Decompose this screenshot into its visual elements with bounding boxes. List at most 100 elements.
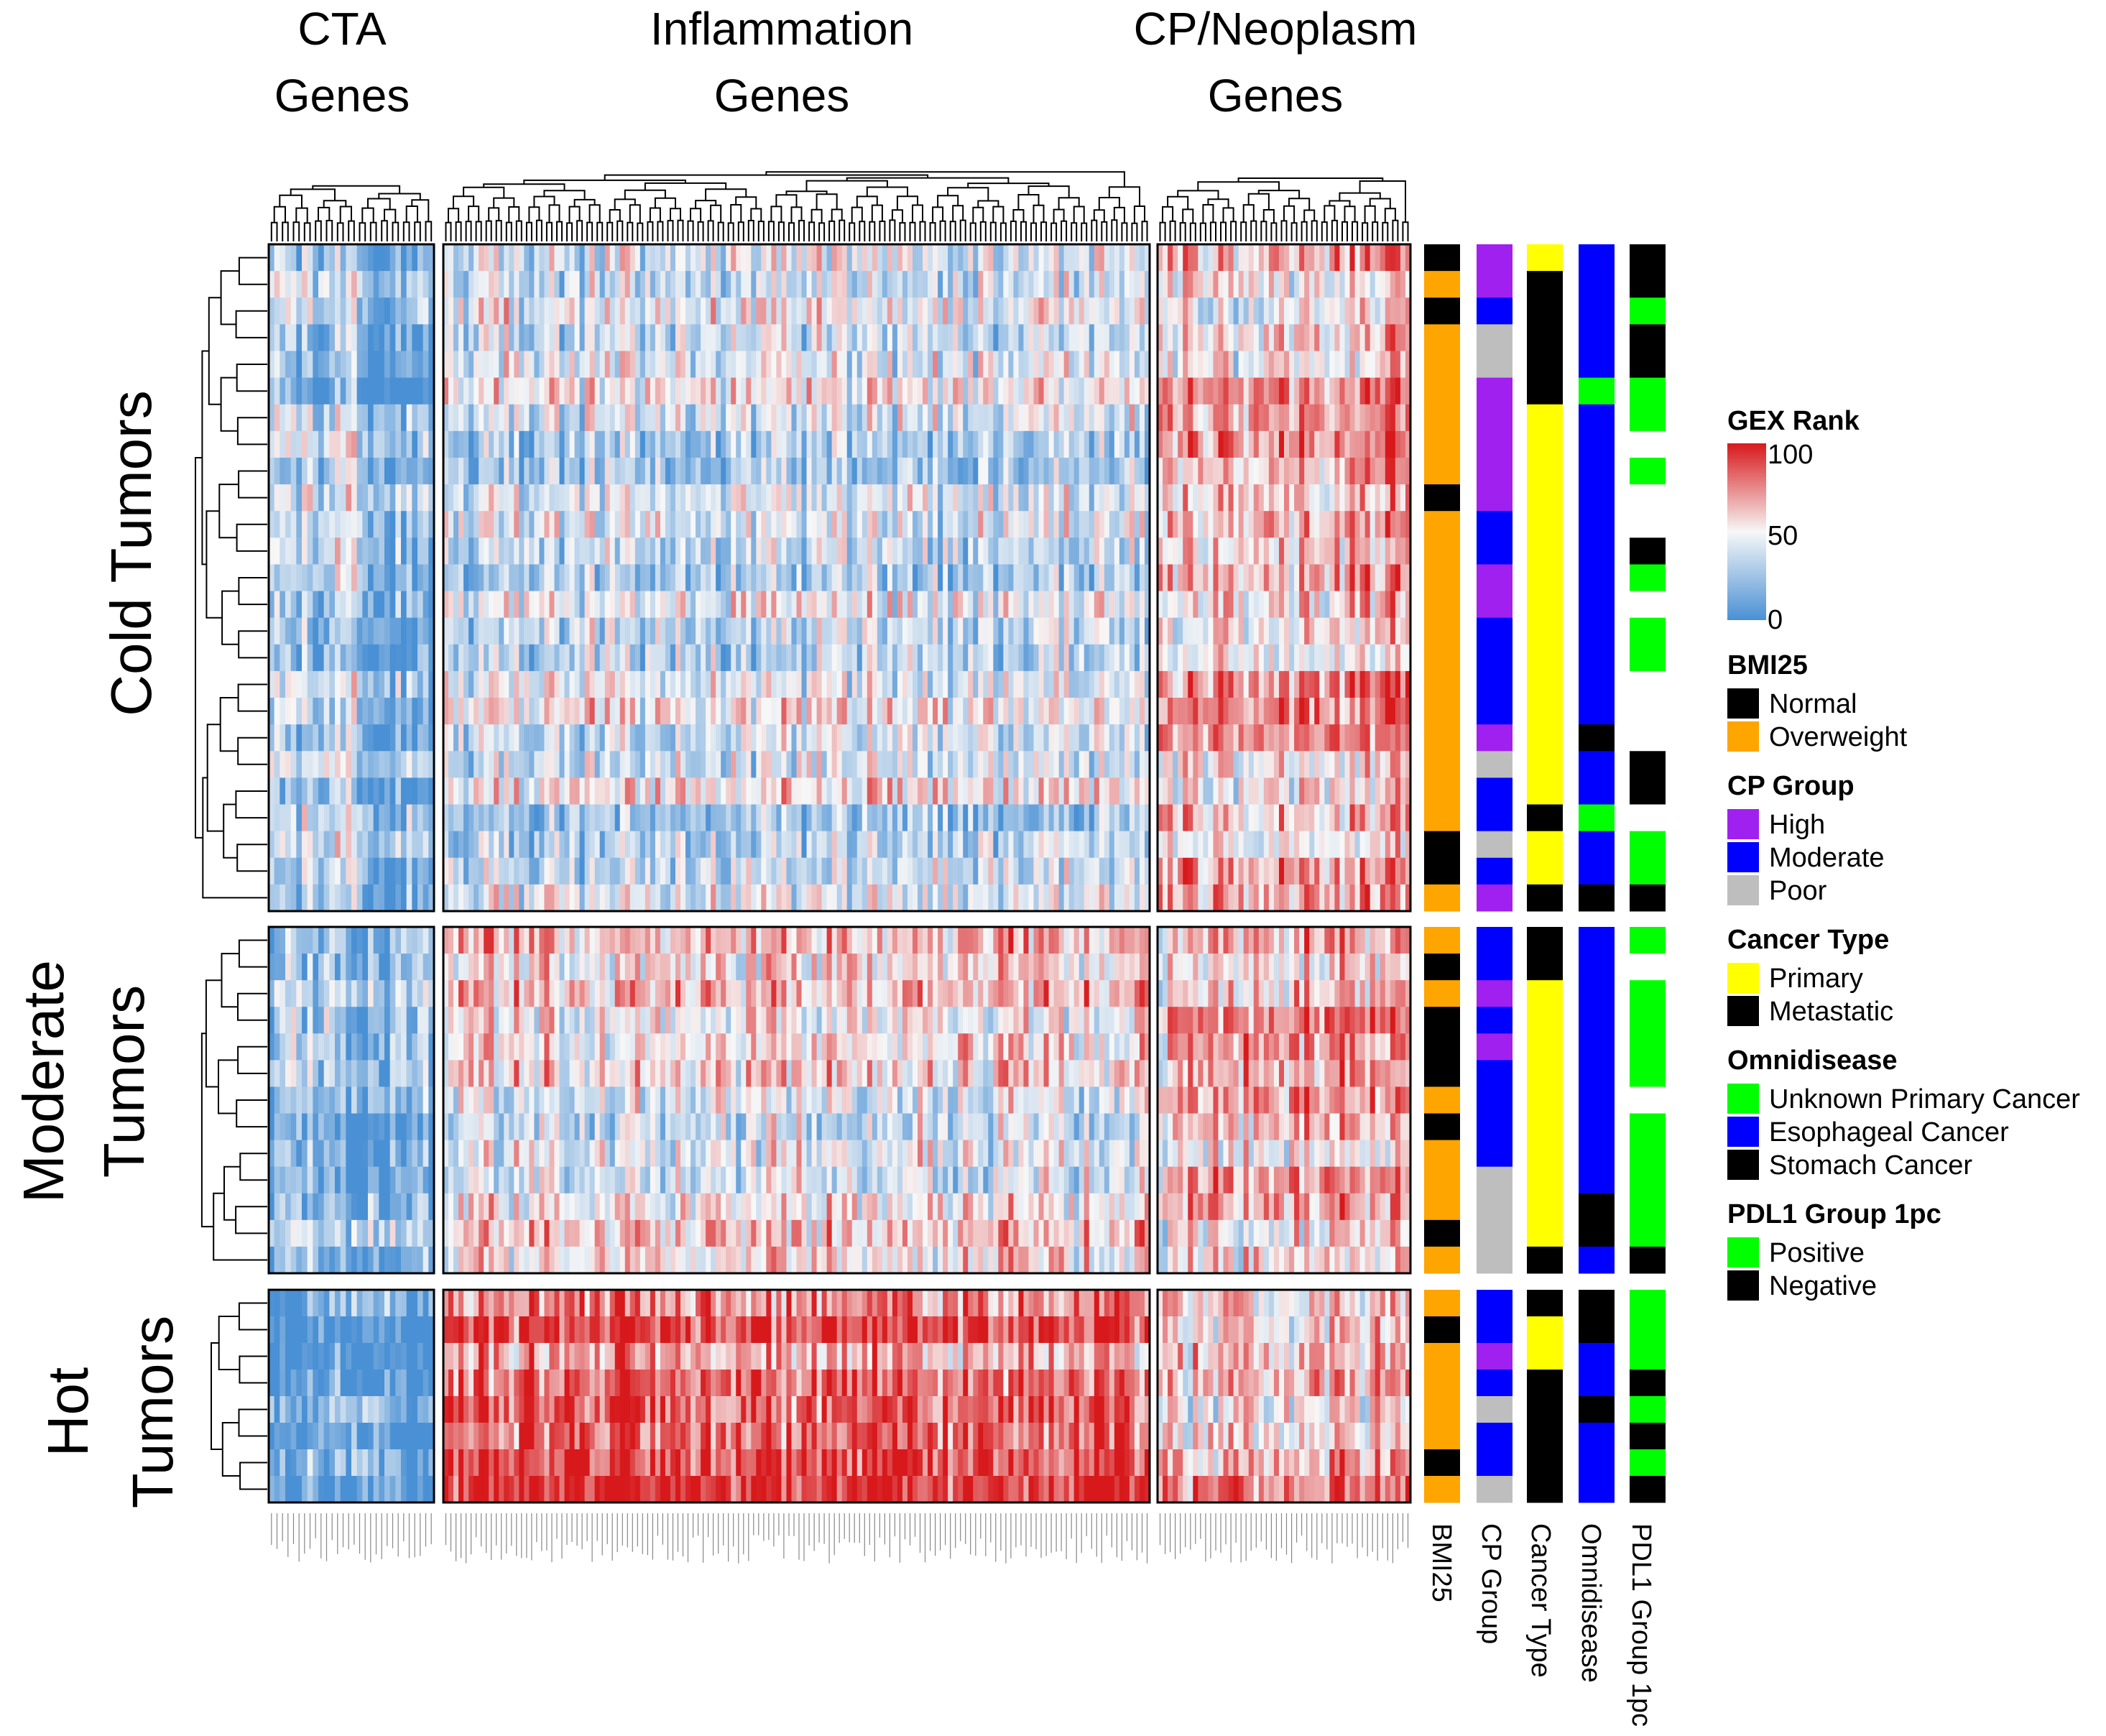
heatmap-cell xyxy=(599,617,606,645)
heatmap-cell xyxy=(1258,591,1265,619)
heatmap-cell xyxy=(1053,591,1060,619)
heatmap-cell xyxy=(443,724,449,752)
heatmap-cell xyxy=(1268,591,1275,619)
heatmap-cell xyxy=(796,724,803,752)
heatmap-cell xyxy=(1188,271,1193,298)
heatmap-cell xyxy=(489,777,494,805)
heatmap-cell xyxy=(1248,297,1255,325)
heatmap-cell xyxy=(1334,430,1341,458)
heatmap-cell xyxy=(1278,457,1285,485)
heatmap-cell xyxy=(877,670,883,698)
heatmap-cell xyxy=(872,457,878,485)
heatmap-cell xyxy=(458,804,464,832)
heatmap-cell xyxy=(851,644,858,672)
heatmap-cell xyxy=(274,777,280,805)
heatmap-cell xyxy=(484,804,489,832)
heatmap-cell xyxy=(412,617,418,645)
heatmap-cell xyxy=(831,884,838,912)
heatmap-cell xyxy=(902,511,908,538)
heatmap-cell xyxy=(851,724,858,752)
heatmap-cell xyxy=(938,724,943,752)
heatmap-cell xyxy=(509,430,514,458)
heatmap-cell xyxy=(1203,351,1209,379)
heatmap-cell xyxy=(696,831,701,859)
heatmap-cell xyxy=(463,511,469,538)
heatmap-cell xyxy=(1253,457,1260,485)
heatmap-cell xyxy=(534,857,540,885)
heatmap-cell xyxy=(1354,351,1361,379)
heatmap-cell xyxy=(534,511,540,538)
heatmap-cell xyxy=(781,857,788,885)
heatmap-cell xyxy=(721,644,726,672)
moderate-tumors-title-line2: Tumors xyxy=(92,985,156,1178)
heatmap-cell xyxy=(731,297,736,325)
heatmap-cell xyxy=(1023,351,1030,379)
heatmap-cell xyxy=(801,297,808,325)
heatmap-cell xyxy=(867,644,873,672)
heatmap-cell xyxy=(494,724,499,752)
heatmap-cell xyxy=(907,271,913,298)
heatmap-cell xyxy=(862,857,868,885)
heatmap-cell xyxy=(1263,377,1270,405)
heatmap-cell xyxy=(484,751,489,778)
heatmap-cell xyxy=(509,511,514,538)
heatmap-cell xyxy=(1248,324,1255,352)
heatmap-cell xyxy=(665,377,671,405)
heatmap-cell xyxy=(389,724,396,752)
heatmap-cell xyxy=(1084,724,1090,752)
heatmap-cell xyxy=(1099,804,1105,832)
heatmap-cell xyxy=(1248,591,1255,619)
heatmap-cell xyxy=(302,698,308,725)
heatmap-cell xyxy=(665,724,671,752)
heatmap-cell xyxy=(1109,591,1115,619)
heatmap-cell xyxy=(1208,564,1214,592)
heatmap-cell xyxy=(998,670,1004,698)
heatmap-cell xyxy=(928,804,933,832)
heatmap-cell xyxy=(1124,617,1130,645)
heatmap-cell xyxy=(1079,511,1085,538)
heatmap-cell xyxy=(721,884,726,912)
heatmap-cell xyxy=(973,724,979,752)
heatmap-cell xyxy=(1193,351,1199,379)
heatmap-cell xyxy=(1273,244,1280,272)
heatmap-cell xyxy=(1008,430,1015,458)
heatmap-cell xyxy=(406,670,412,698)
heatmap-cell xyxy=(746,244,752,272)
heatmap-cell xyxy=(856,617,863,645)
heatmap-cell xyxy=(574,804,581,832)
heatmap-cell xyxy=(821,777,828,805)
heatmap-cell xyxy=(701,297,706,325)
heatmap-cell xyxy=(356,777,363,805)
heatmap-cell xyxy=(1104,511,1110,538)
heatmap-cell xyxy=(406,484,412,512)
heatmap-cell xyxy=(395,271,402,298)
heatmap-cell xyxy=(634,724,641,752)
heatmap-cell xyxy=(428,564,435,592)
heatmap-cell xyxy=(696,457,701,485)
heatmap-cell xyxy=(564,884,571,912)
heatmap-cell xyxy=(923,537,928,565)
heatmap-cell xyxy=(412,457,418,485)
heatmap-cell xyxy=(761,564,767,592)
heatmap-cell xyxy=(489,324,494,352)
heatmap-cell xyxy=(781,777,788,805)
heatmap-cell xyxy=(786,484,793,512)
heatmap-cell xyxy=(1364,591,1371,619)
heatmap-cell xyxy=(841,457,848,485)
heatmap-cell xyxy=(1063,777,1070,805)
heatmap-cell xyxy=(1223,457,1229,485)
heatmap-cell xyxy=(816,430,823,458)
heatmap-cell xyxy=(650,751,656,778)
heatmap-cell xyxy=(1233,511,1239,538)
heatmap-cell xyxy=(1119,484,1125,512)
heatmap-cell xyxy=(912,644,918,672)
heatmap-cell xyxy=(953,724,959,752)
heatmap-cell xyxy=(549,537,555,565)
heatmap-cell xyxy=(691,511,696,538)
heatmap-cell xyxy=(323,351,330,379)
heatmap-cell xyxy=(756,271,762,298)
heatmap-cell xyxy=(1248,271,1255,298)
heatmap-cell xyxy=(504,751,509,778)
heatmap-cell xyxy=(781,831,788,859)
heatmap-cell xyxy=(453,511,459,538)
